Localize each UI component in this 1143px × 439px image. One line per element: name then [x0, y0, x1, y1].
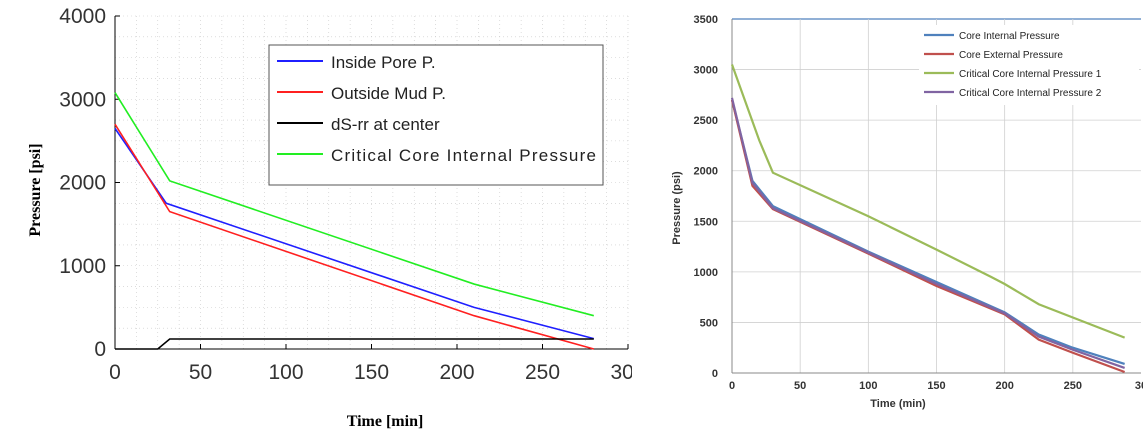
legend-box	[919, 25, 1139, 105]
legend-label-4: Critical Core Internal Pressure 2	[959, 88, 1102, 99]
series-line-4	[730, 97, 1126, 369]
legend-box	[268, 44, 604, 186]
legend-label-4: Critical Core Internal Pressure	[331, 146, 596, 165]
x-axis-title: Time (min)	[870, 398, 926, 410]
x-tick-label: 300	[610, 361, 632, 384]
series-line-3	[115, 338, 594, 350]
x-tick-label: 100	[859, 380, 877, 392]
series-line-3	[730, 64, 1126, 339]
y-tick-label: 500	[700, 317, 718, 329]
legend-label-2: Outside Mud P.	[331, 84, 446, 103]
legend-label-3: dS-rr at center	[331, 115, 440, 134]
x-tick-label: 0	[729, 380, 735, 392]
x-tick-label: 0	[109, 361, 121, 384]
right-chart-panel: 0 500 1000 1500 2000 2500 3000 3500 0 50 100 150 200…	[668, 0, 1143, 434]
y-tick-label: 2000	[694, 166, 718, 178]
x-tick-label: 250	[1064, 380, 1082, 392]
x-tick-label: 200	[439, 361, 474, 384]
y-tick-label: 0	[712, 368, 718, 380]
x-tick-label: 150	[927, 380, 945, 392]
x-axis-title: Time [min]	[347, 413, 424, 430]
series-line-1	[730, 99, 1125, 365]
series-line-4	[114, 92, 595, 317]
x-tick-label: 250	[525, 361, 560, 384]
x-tick-label: 150	[354, 361, 389, 384]
legend: Inside Pore P. Outside Mud P. dS-rr at cen…	[268, 44, 604, 186]
x-tick-label: 50	[794, 380, 806, 392]
y-tick-label: 0	[94, 338, 106, 361]
legend: Core Internal Pressure Core External Pres…	[919, 25, 1139, 105]
left-chart: 05010015020025030001000200030004000Time …	[27, 5, 646, 430]
y-tick-label: 1000	[694, 267, 718, 279]
y-tick-label: 3000	[694, 65, 718, 77]
series-line-2	[730, 99, 1126, 374]
y-tick-label: 4000	[59, 5, 106, 28]
legend-label-1: Core Internal Pressure	[959, 31, 1060, 42]
y-tick-label: 1000	[59, 255, 106, 278]
series-line-2	[114, 123, 595, 350]
x-tick-label: 30	[1135, 380, 1143, 392]
legend-label-1: Inside Pore P.	[331, 53, 436, 72]
y-tick-label: 1500	[694, 216, 718, 228]
x-tick-label: 100	[268, 361, 303, 384]
y-tick-label: 3500	[694, 14, 718, 26]
y-axis-title: Pressure [psi]	[27, 143, 44, 236]
right-chart: 0 500 1000 1500 2000 2500 3000 3500 0 50 100 150 200…	[668, 0, 1143, 434]
x-tick-label: 50	[189, 361, 212, 384]
y-axis-title: Pressure (psi)	[671, 171, 683, 245]
y-tick-label: 2000	[59, 172, 106, 195]
y-tick-label: 3000	[59, 88, 106, 111]
legend-label-3: Critical Core Internal Pressure 1	[959, 69, 1102, 80]
x-tick-label: 200	[995, 380, 1013, 392]
y-tick-label: 2500	[694, 115, 718, 127]
legend-label-2: Core External Pressure	[959, 50, 1063, 61]
left-chart-panel: 05010015020025030001000200030004000Time …	[27, 5, 646, 430]
